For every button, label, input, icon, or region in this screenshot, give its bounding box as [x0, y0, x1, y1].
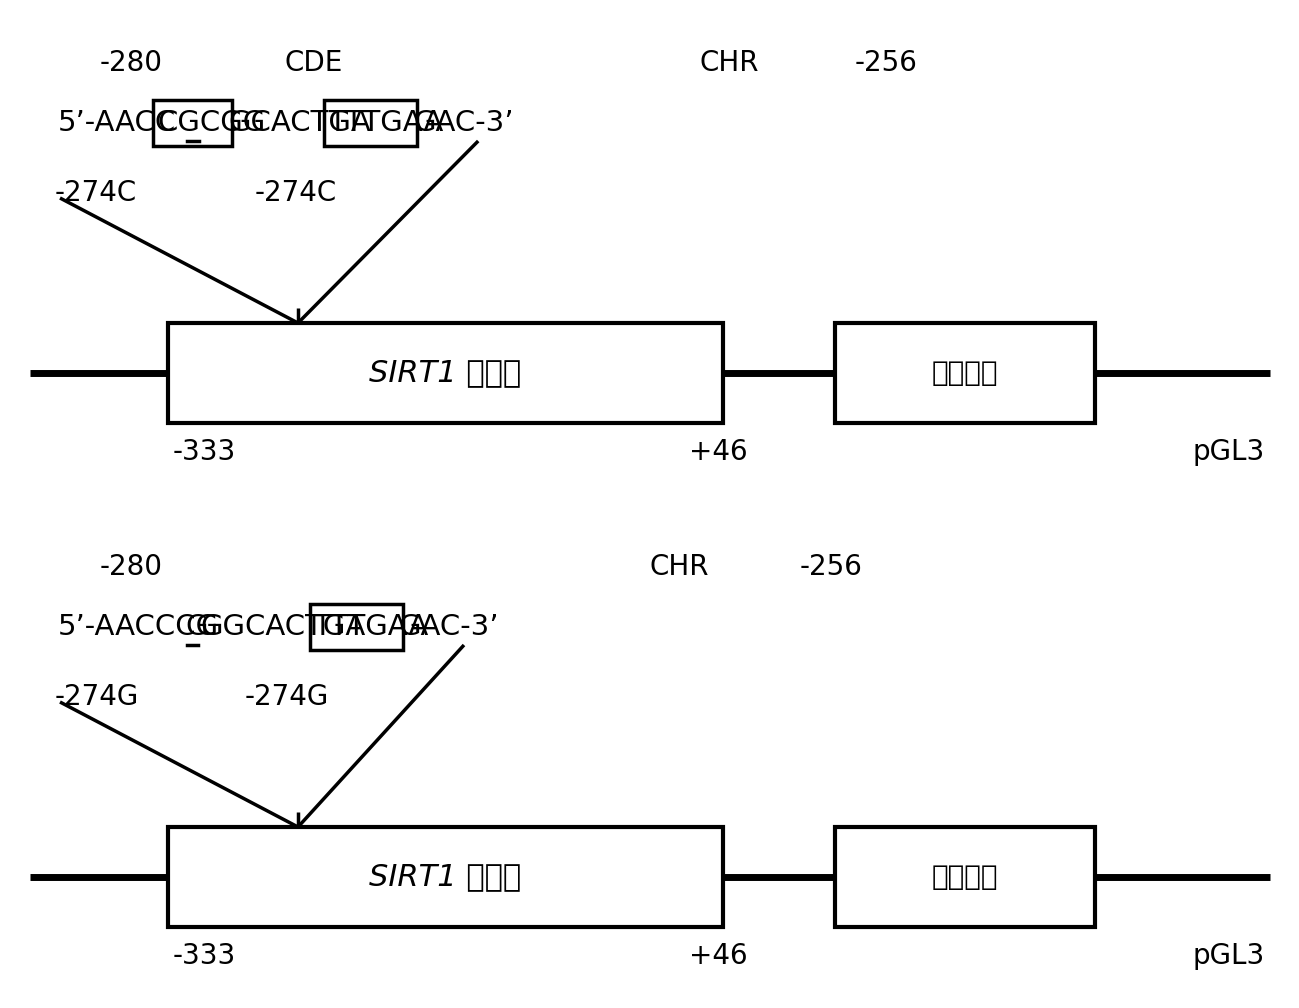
Text: -274G: -274G [246, 683, 329, 711]
Text: -256: -256 [800, 553, 863, 581]
Text: pGL3: pGL3 [1192, 942, 1265, 970]
Text: -274C: -274C [255, 179, 338, 207]
Bar [323, 100, 417, 146]
Text: GAC-3’: GAC-3’ [413, 109, 513, 137]
Text: GGCACTGA: GGCACTGA [200, 613, 365, 641]
Text: -333: -333 [173, 438, 236, 466]
Text: SIRT1 启动子: SIRT1 启动子 [369, 863, 522, 891]
Bar [168, 827, 724, 927]
Text: 荧光素酶: 荧光素酶 [931, 359, 998, 387]
Text: G: G [186, 613, 208, 641]
Text: SIRT1 启动子: SIRT1 启动子 [369, 359, 522, 387]
Text: CGCGG: CGCGG [157, 109, 266, 137]
Text: +46: +46 [688, 438, 747, 466]
Text: -280: -280 [100, 553, 162, 581]
Text: GCACTGA: GCACTGA [229, 109, 372, 137]
Text: CHR: CHR [700, 49, 760, 77]
Bar [309, 604, 403, 650]
Text: -256: -256 [855, 49, 918, 77]
Text: 5’-AACCCG: 5’-AACCCG [58, 613, 220, 641]
Text: GAC-3’: GAC-3’ [399, 613, 499, 641]
Text: 荧光素酶: 荧光素酶 [931, 863, 998, 891]
Text: TTTGAA: TTTGAA [313, 613, 429, 641]
Bar [835, 827, 1095, 927]
Text: CHR: CHR [650, 553, 709, 581]
Bar [153, 100, 233, 146]
Text: -333: -333 [173, 942, 236, 970]
Text: +46: +46 [688, 942, 747, 970]
Text: pGL3: pGL3 [1192, 438, 1265, 466]
Bar [835, 323, 1095, 423]
Text: -280: -280 [100, 49, 162, 77]
Text: -274C: -274C [55, 179, 138, 207]
Text: 5’-AACC: 5’-AACC [58, 109, 177, 137]
Bar [168, 323, 724, 423]
Text: TTTGAA: TTTGAA [327, 109, 443, 137]
Text: -274G: -274G [55, 683, 139, 711]
Text: CDE: CDE [284, 49, 343, 77]
